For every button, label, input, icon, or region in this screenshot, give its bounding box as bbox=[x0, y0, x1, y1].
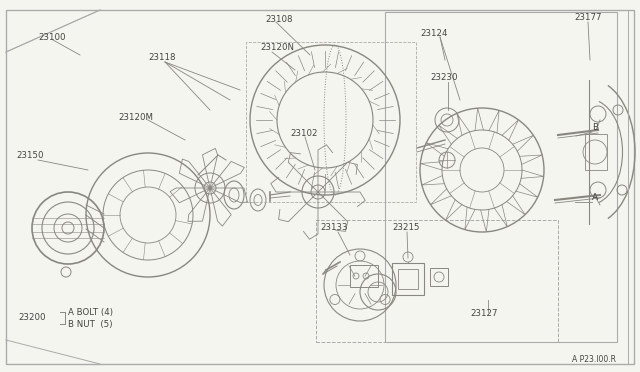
Text: 23127: 23127 bbox=[470, 310, 497, 318]
Bar bbox=[246, 42, 416, 202]
Text: 23120M: 23120M bbox=[118, 113, 153, 122]
Bar bbox=[430, 268, 448, 286]
Text: 23215: 23215 bbox=[392, 224, 419, 232]
Text: 23200: 23200 bbox=[18, 314, 45, 323]
Bar bbox=[585, 134, 607, 170]
Bar bbox=[316, 220, 558, 342]
Text: 23100: 23100 bbox=[38, 33, 65, 42]
Bar bbox=[398, 269, 418, 289]
Text: 23108: 23108 bbox=[265, 15, 292, 23]
Text: 23133: 23133 bbox=[320, 224, 348, 232]
Text: A BOLT (4): A BOLT (4) bbox=[68, 308, 113, 317]
Bar bbox=[392, 263, 424, 295]
Text: B: B bbox=[592, 124, 598, 132]
Text: 23124: 23124 bbox=[420, 29, 447, 38]
Text: 23150: 23150 bbox=[16, 151, 44, 160]
Text: A: A bbox=[592, 193, 598, 202]
Text: 23120N: 23120N bbox=[260, 44, 294, 52]
Bar bbox=[385, 12, 617, 342]
Bar bbox=[350, 265, 378, 287]
Text: 23118: 23118 bbox=[148, 54, 175, 62]
Text: 23230: 23230 bbox=[430, 74, 458, 83]
Text: B NUT  (5): B NUT (5) bbox=[68, 320, 113, 328]
Text: 23177: 23177 bbox=[574, 13, 602, 22]
Text: 23102: 23102 bbox=[290, 128, 317, 138]
Text: A P23.I00.R: A P23.I00.R bbox=[572, 356, 616, 365]
